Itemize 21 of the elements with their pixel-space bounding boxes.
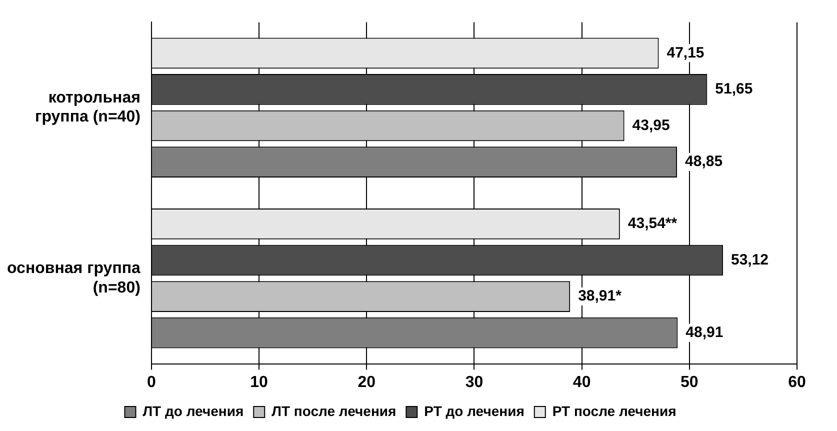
data-label: 48,85 <box>685 153 723 170</box>
x-tick-label: 20 <box>358 374 376 391</box>
legend-label: ЛТ до лечения <box>142 402 244 419</box>
legend-label: РТ до лечения <box>424 402 524 419</box>
legend-label: РТ после лечения <box>552 402 676 419</box>
data-label: 38,91* <box>578 288 622 305</box>
data-label: 43,95 <box>632 116 670 134</box>
data-label: 48,91 <box>686 324 724 341</box>
data-label: 53,12 <box>730 251 769 268</box>
x-tick-label: 40 <box>572 374 591 391</box>
x-tick-label: 60 <box>788 374 806 391</box>
y-tick-label: основная группа (n=80) <box>6 260 141 296</box>
data-label: 43,54** <box>628 215 678 232</box>
x-tick-label: 0 <box>146 374 156 391</box>
data-label: 51,65 <box>715 80 753 98</box>
x-tick-label: 50 <box>680 374 698 391</box>
legend-label: ЛТ после лечения <box>272 402 396 419</box>
x-tick-label: 30 <box>465 374 484 391</box>
data-label: 47,15 <box>666 44 704 62</box>
x-tick-label: 10 <box>250 374 268 391</box>
y-tick-label: котрольная группа (n=40) <box>35 89 140 126</box>
